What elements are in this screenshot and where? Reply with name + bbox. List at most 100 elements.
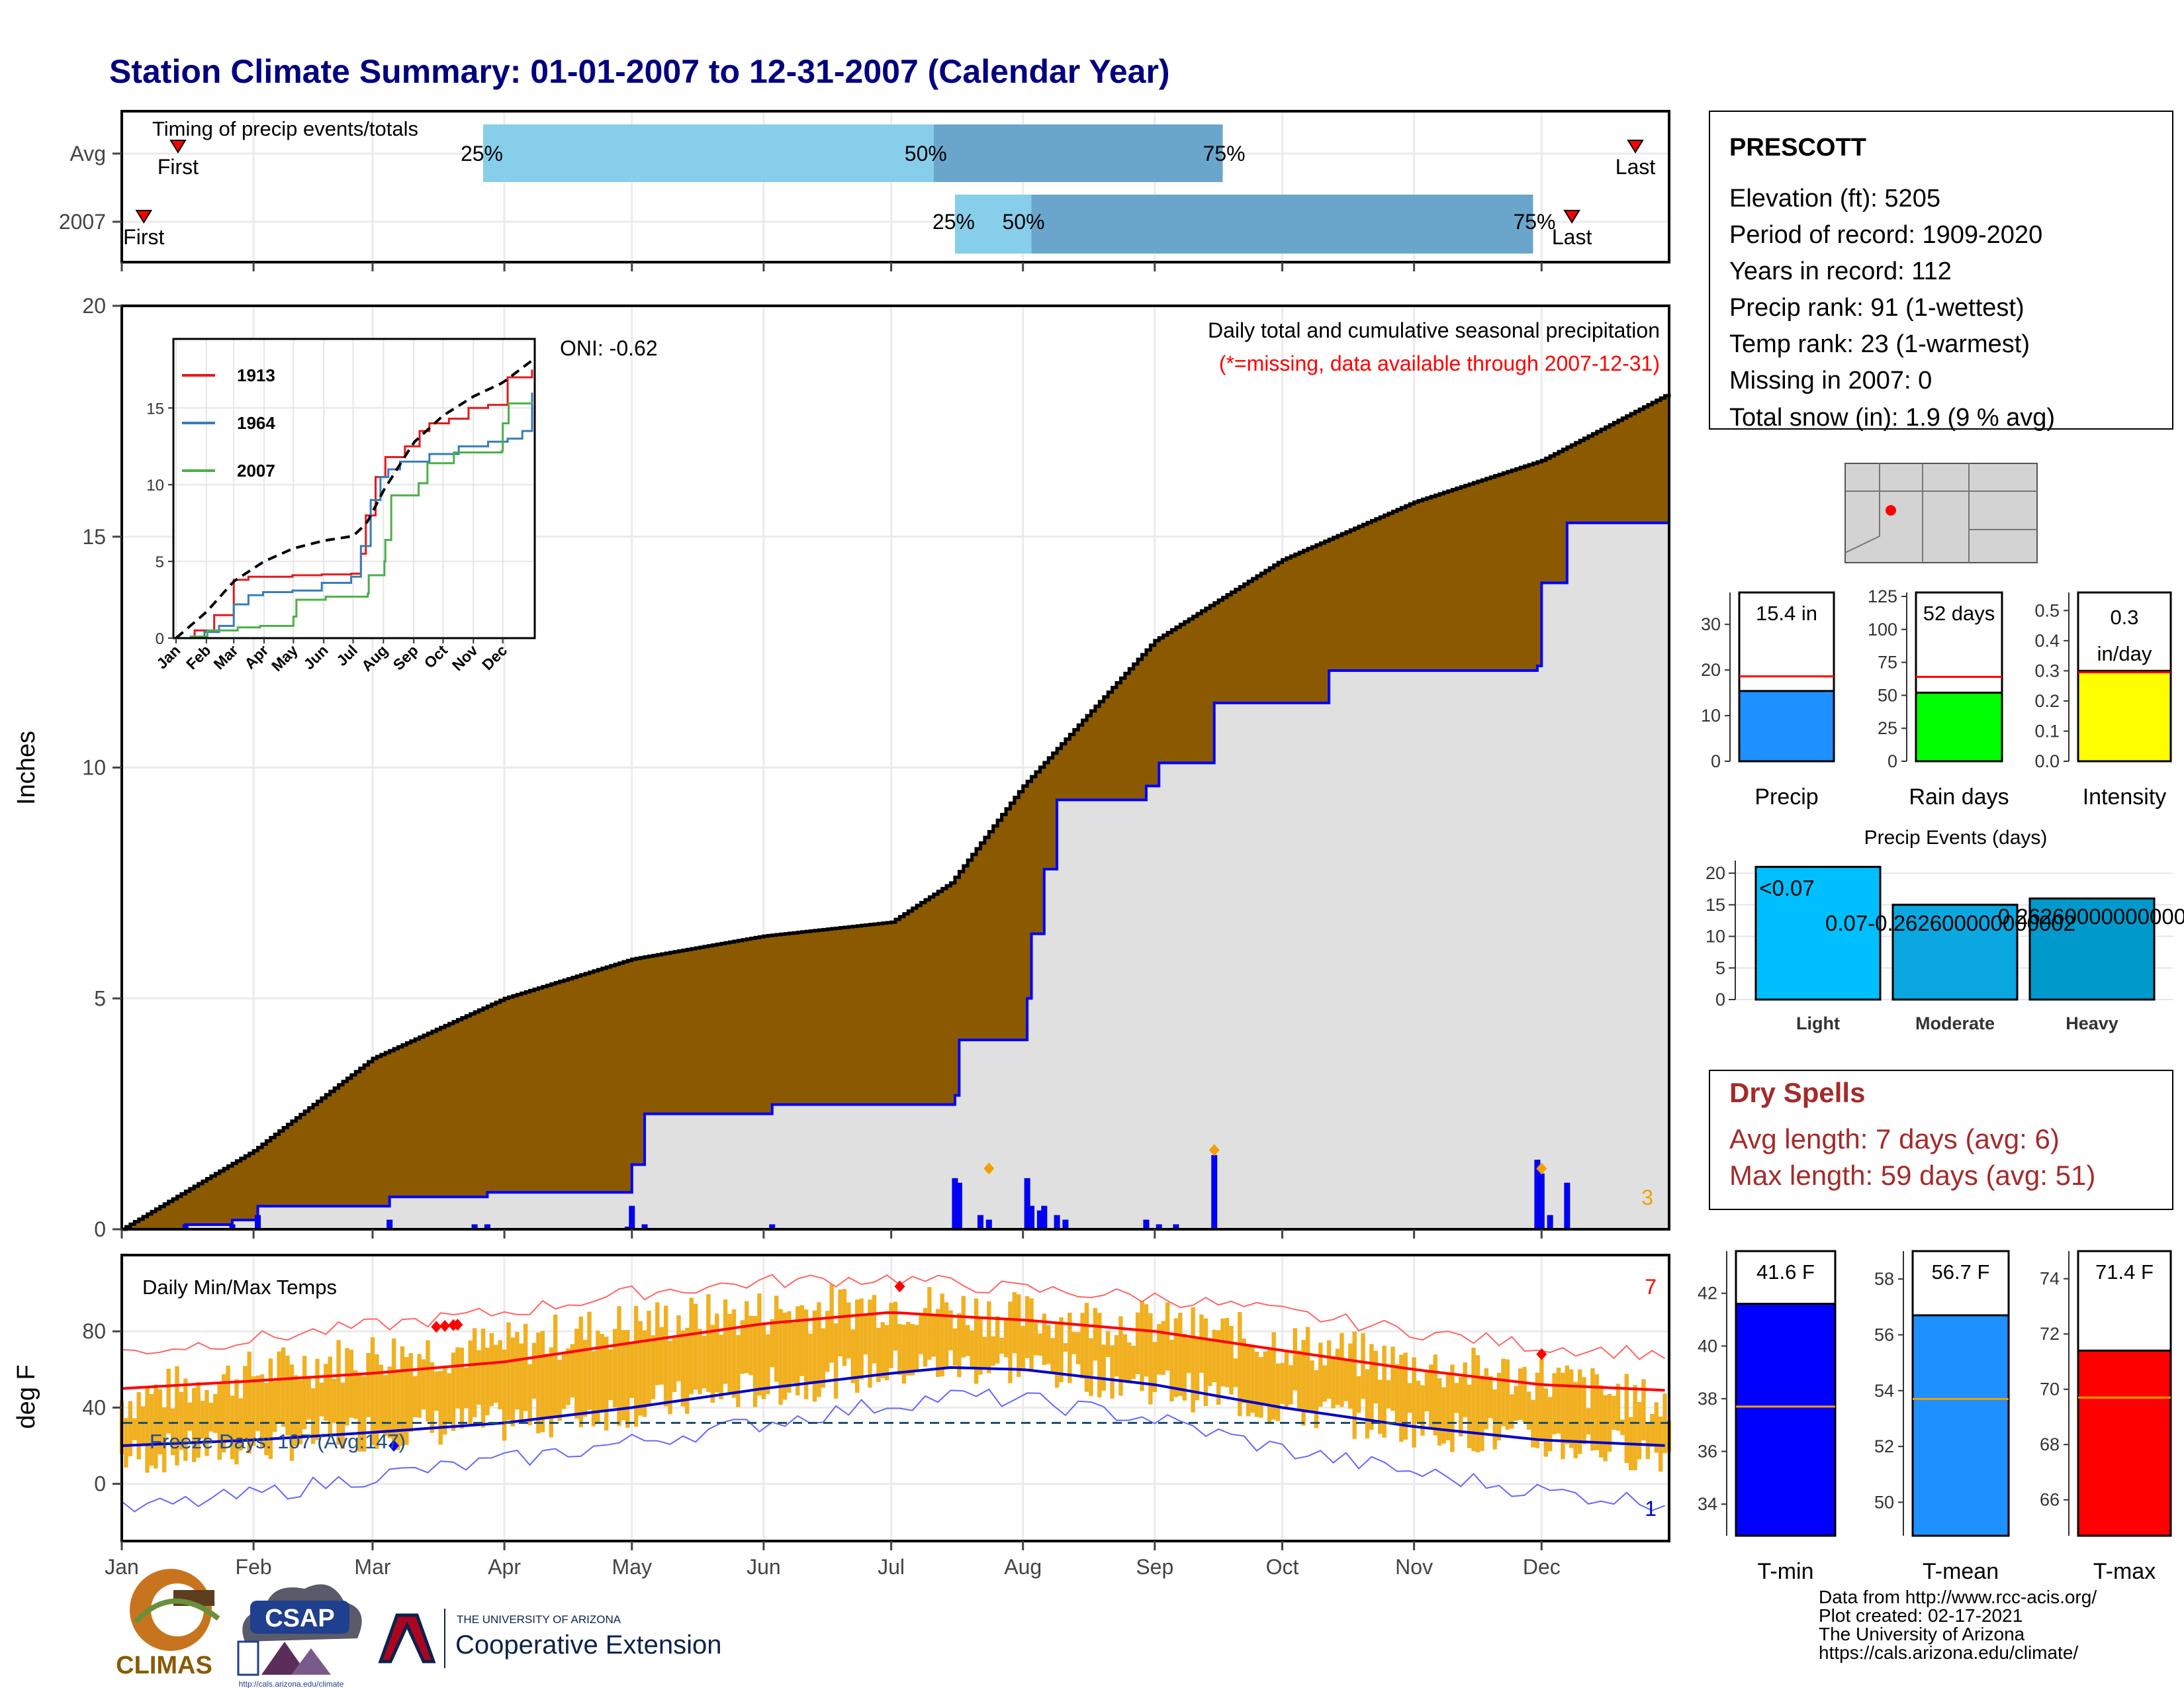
temp-day-bar-234: [1110, 1345, 1115, 1399]
temp-day-bar-144: [727, 1313, 732, 1393]
temp-day-bar-109: [578, 1316, 583, 1427]
temp-lines: [121, 1274, 1668, 1513]
temp-y-axis: 0 40 80: [82, 1319, 122, 1496]
temp-day-bar-360: [1645, 1422, 1651, 1460]
temp-day-bar-16: [183, 1378, 188, 1461]
temp-day-bar-113: [596, 1331, 600, 1423]
temp-day-bar-313: [1445, 1374, 1451, 1440]
temp-day-bar-206: [991, 1336, 995, 1366]
temp-day-bar-50: [328, 1356, 332, 1438]
temp-day-bar-311: [1437, 1378, 1442, 1446]
temp-day-bar-197: [952, 1328, 958, 1366]
temp-day-bar-167: [825, 1311, 830, 1372]
month-x-axis: Jan Feb Mar Apr May Jun Jul Aug Sep Oct Nov Dec: [105, 262, 1561, 1579]
temp-day-bar-309: [1429, 1364, 1433, 1429]
temp-day-bar-112: [591, 1351, 596, 1427]
temp-day-bar-227: [1080, 1313, 1085, 1379]
timing-panel-frame: [120, 110, 1670, 263]
temp-day-bar-316: [1459, 1377, 1463, 1436]
temp-day-bar-326: [1501, 1358, 1506, 1427]
temp-day-bar-152: [761, 1325, 766, 1399]
temp-day-bar-298: [1382, 1345, 1387, 1438]
inset-lines: [175, 359, 533, 639]
daily-precip-bar-12: [977, 1215, 983, 1230]
gauge-precip-value-bar: [1738, 690, 1835, 763]
temp-day-bar-130: [668, 1340, 672, 1415]
temp-day-bar-32: [251, 1376, 256, 1446]
station-info-box: PRESCOTT Elevation (ft): 5205 Period of …: [1709, 111, 2173, 432]
inset-line-1964: [176, 393, 533, 639]
gauge-intensity-value-bar: [2077, 669, 2172, 763]
temp-day-bar-44: [302, 1356, 307, 1430]
month-label-10: Nov: [1395, 1555, 1433, 1579]
temp-day-bar-132: [676, 1315, 681, 1382]
temp-day-bar-306: [1416, 1380, 1421, 1423]
gauge-tmin-value-label: 41.6 F: [1756, 1260, 1815, 1284]
daily-precip-bar-25: [1538, 1173, 1545, 1230]
temp-day-bar-94: [515, 1332, 520, 1410]
temp-day-bar-261: [1224, 1317, 1230, 1387]
temp-day-bar-272: [1271, 1332, 1276, 1420]
gauge-precip: 0 10 20 30 15.4 in Precip: [1701, 591, 1835, 810]
events-tick-label-1: 5: [1715, 958, 1725, 978]
temp-day-bar-231: [1097, 1313, 1102, 1397]
temp-day-bar-157: [782, 1312, 788, 1400]
temp-day-bar-339: [1556, 1368, 1561, 1434]
gauge-tmin: 34 36 38 40 42 41.6 F T-min: [1698, 1250, 1837, 1584]
gauge-raindays: 0 25 50 75 100 125 52 days Rain days: [1868, 586, 2009, 810]
temp-day-bar-333: [1531, 1399, 1535, 1448]
temp-day-bar-6: [140, 1406, 146, 1444]
temp-day-bar-141: [715, 1313, 719, 1393]
temp-day-bar-178: [872, 1295, 877, 1364]
temp-day-bar-175: [859, 1298, 864, 1380]
temp-day-bar-266: [1246, 1343, 1251, 1417]
temp-day-bar-359: [1641, 1379, 1646, 1440]
temp-day-bar-277: [1293, 1328, 1297, 1391]
inset-line-1913: [176, 369, 533, 639]
gauge-tmax-tick-label-0: 66: [2040, 1490, 2060, 1510]
events-category-2: Heavy: [2066, 1013, 2118, 1033]
daily-precip-bar-26: [1547, 1215, 1553, 1230]
timing-avg-last-marker: [1627, 140, 1644, 154]
temp-day-bar-226: [1075, 1332, 1081, 1365]
temp-day-bar-274: [1280, 1362, 1285, 1404]
temp-day-bar-55: [349, 1349, 354, 1418]
temp-day-bar-304: [1407, 1383, 1412, 1413]
daily-precip-bar-18: [1054, 1215, 1060, 1230]
temp-day-bar-36: [268, 1358, 273, 1460]
timing-year-first-label: First: [123, 225, 164, 249]
climas-logo-text: CLIMAS: [116, 1652, 212, 1679]
temp-day-bar-280: [1305, 1327, 1310, 1410]
temp-day-bar-209: [1003, 1317, 1009, 1358]
temp-day-bar-156: [778, 1309, 783, 1405]
temp-day-bar-219: [1046, 1325, 1051, 1364]
temp-day-bar-117: [612, 1329, 617, 1408]
temp-day-bar-296: [1373, 1350, 1379, 1404]
temp-line-record-min: [121, 1388, 1665, 1513]
temp-day-bar-80: [455, 1347, 460, 1409]
csap-logo-text: CSAP: [265, 1605, 335, 1632]
temp-day-bar-341: [1565, 1365, 1570, 1444]
record-high-marker-3: [452, 1319, 463, 1331]
temp-day-bar-254: [1195, 1339, 1200, 1401]
month-label-7: Aug: [1004, 1555, 1042, 1579]
temp-day-bar-47: [315, 1358, 320, 1440]
temp-day-bar-9: [154, 1384, 158, 1469]
temp-day-bar-288: [1340, 1333, 1344, 1407]
temp-day-bar-192: [931, 1313, 936, 1357]
page-title: Station Climate Summary: 01-01-2007 to 1…: [109, 53, 1170, 90]
temp-day-bar-133: [680, 1330, 686, 1407]
temp-day-bar-153: [766, 1334, 770, 1395]
timing-year-last-label: Last: [1552, 225, 1592, 249]
temp-day-bar-171: [842, 1289, 847, 1366]
temp-day-bar-320: [1475, 1355, 1480, 1453]
gauge-tmin-tick-label-3: 40: [1698, 1336, 1717, 1356]
temp-day-bar-162: [803, 1309, 809, 1399]
temp-day-bar-93: [510, 1337, 516, 1427]
temp-day-bar-269: [1259, 1357, 1263, 1418]
temp-day-bar-45: [306, 1376, 311, 1420]
temp-day-bar-137: [698, 1329, 702, 1395]
temp-day-bar-229: [1089, 1338, 1093, 1396]
gauge-intensity: 0.0 0.1 0.2 0.3 0.4 0.5 0.3 in/day Intensity: [2034, 591, 2172, 810]
temp-day-bar-17: [187, 1402, 192, 1431]
